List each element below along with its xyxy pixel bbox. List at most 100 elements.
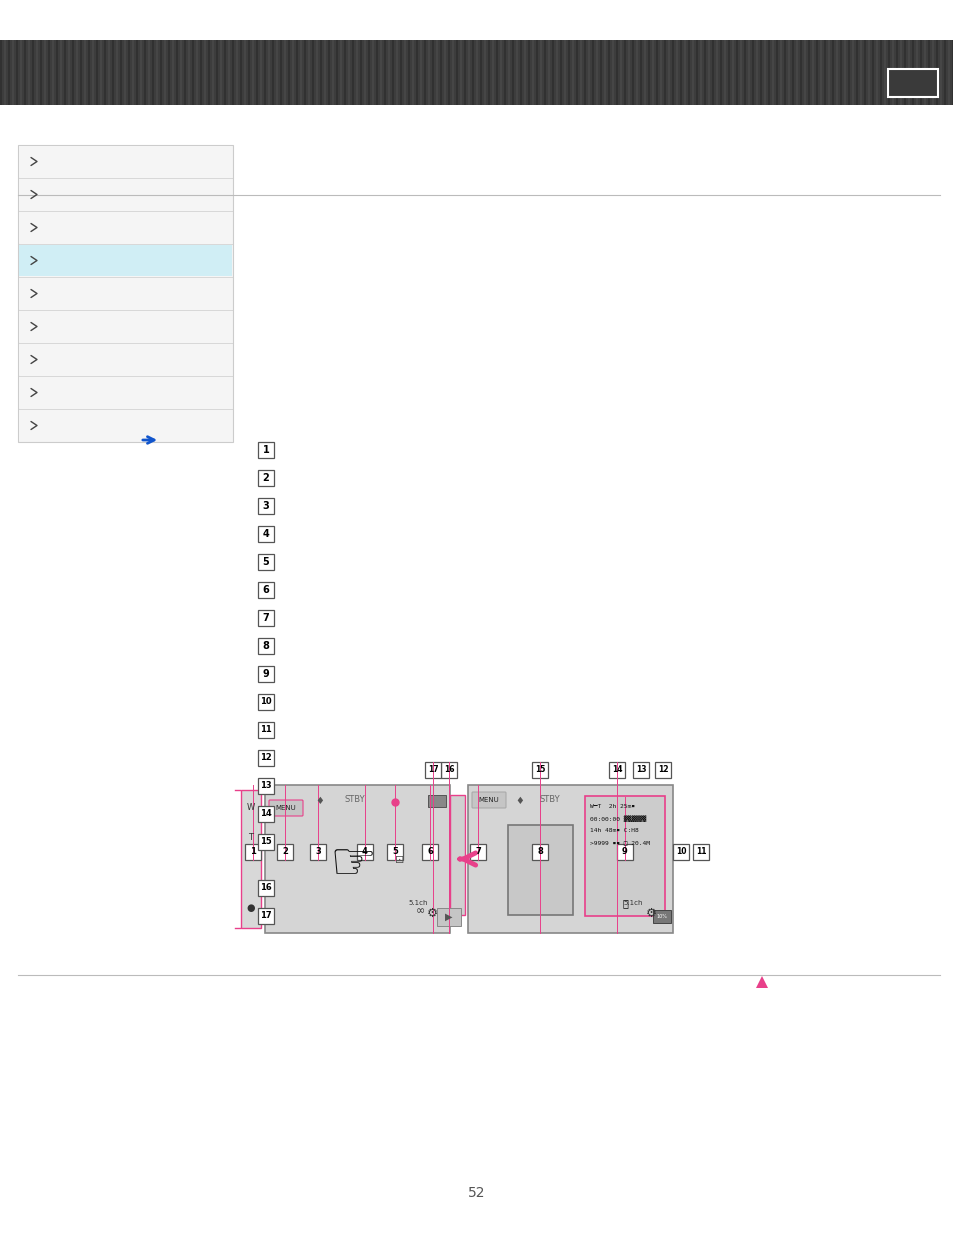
- Bar: [775, 40, 778, 105]
- Bar: [827, 40, 829, 105]
- Bar: [288, 40, 290, 105]
- Text: ●: ●: [247, 903, 255, 913]
- Bar: [735, 40, 738, 105]
- Bar: [512, 40, 514, 105]
- Bar: [19, 345, 232, 375]
- Bar: [911, 40, 913, 105]
- Bar: [248, 40, 250, 105]
- Bar: [492, 40, 494, 105]
- Bar: [148, 40, 150, 105]
- Bar: [384, 40, 386, 105]
- Text: 6: 6: [427, 847, 433, 857]
- Bar: [19, 245, 232, 275]
- Bar: [116, 40, 118, 105]
- Bar: [687, 40, 689, 105]
- Text: STBY: STBY: [539, 794, 559, 804]
- Text: 10%: 10%: [656, 914, 667, 919]
- Bar: [19, 278, 232, 309]
- Bar: [851, 40, 853, 105]
- Bar: [439, 40, 441, 105]
- Bar: [388, 40, 390, 105]
- Bar: [879, 40, 882, 105]
- Bar: [124, 40, 126, 105]
- Bar: [815, 40, 817, 105]
- FancyBboxPatch shape: [424, 762, 440, 778]
- Text: ∞: ∞: [415, 906, 424, 916]
- Bar: [355, 40, 357, 105]
- Text: T: T: [248, 834, 253, 842]
- FancyBboxPatch shape: [276, 844, 293, 860]
- Bar: [532, 40, 534, 105]
- Bar: [19, 212, 232, 243]
- FancyBboxPatch shape: [257, 722, 274, 739]
- Bar: [168, 40, 170, 105]
- Bar: [519, 40, 521, 105]
- FancyBboxPatch shape: [257, 610, 274, 626]
- Bar: [295, 40, 297, 105]
- Bar: [840, 40, 841, 105]
- Text: ⊡: ⊡: [395, 855, 404, 864]
- Text: 2: 2: [282, 847, 288, 857]
- Bar: [275, 40, 277, 105]
- Text: 7: 7: [475, 847, 480, 857]
- Bar: [700, 40, 701, 105]
- Bar: [867, 40, 869, 105]
- Bar: [292, 40, 294, 105]
- Bar: [800, 40, 801, 105]
- Text: 7: 7: [262, 613, 269, 622]
- Bar: [831, 40, 833, 105]
- Text: ♦: ♦: [315, 797, 324, 806]
- Bar: [18, 144, 233, 442]
- Bar: [479, 40, 481, 105]
- Bar: [643, 40, 645, 105]
- Text: 13: 13: [635, 766, 645, 774]
- Bar: [71, 40, 74, 105]
- Text: ♦: ♦: [515, 797, 524, 806]
- Bar: [787, 40, 789, 105]
- FancyBboxPatch shape: [257, 881, 274, 897]
- Text: ☞: ☞: [329, 839, 376, 890]
- FancyBboxPatch shape: [257, 834, 274, 850]
- Bar: [208, 40, 210, 105]
- Bar: [895, 40, 897, 105]
- Text: MENU: MENU: [275, 805, 296, 811]
- Bar: [811, 40, 813, 105]
- Bar: [450, 795, 464, 915]
- FancyBboxPatch shape: [472, 792, 505, 808]
- Bar: [919, 40, 921, 105]
- Bar: [136, 40, 138, 105]
- Bar: [587, 40, 589, 105]
- Text: 11: 11: [260, 725, 272, 735]
- Bar: [240, 40, 242, 105]
- FancyBboxPatch shape: [257, 750, 274, 766]
- FancyBboxPatch shape: [245, 844, 261, 860]
- Bar: [647, 40, 649, 105]
- Text: 13: 13: [260, 782, 272, 790]
- Bar: [48, 40, 50, 105]
- FancyBboxPatch shape: [269, 800, 303, 816]
- Bar: [807, 40, 809, 105]
- Bar: [160, 40, 162, 105]
- Text: 17: 17: [427, 766, 437, 774]
- Bar: [443, 40, 446, 105]
- Bar: [947, 40, 949, 105]
- Bar: [915, 40, 917, 105]
- Bar: [676, 40, 678, 105]
- Text: 4: 4: [362, 847, 368, 857]
- Bar: [68, 40, 70, 105]
- Bar: [623, 40, 625, 105]
- Bar: [476, 40, 477, 105]
- Bar: [399, 40, 401, 105]
- Bar: [499, 40, 501, 105]
- Text: 52: 52: [468, 1186, 485, 1200]
- Bar: [195, 40, 198, 105]
- FancyBboxPatch shape: [470, 844, 485, 860]
- Bar: [903, 40, 905, 105]
- Bar: [707, 40, 709, 105]
- Bar: [583, 40, 585, 105]
- Bar: [244, 40, 246, 105]
- Bar: [232, 40, 233, 105]
- Bar: [639, 40, 641, 105]
- Text: 15: 15: [260, 837, 272, 846]
- Bar: [19, 311, 232, 342]
